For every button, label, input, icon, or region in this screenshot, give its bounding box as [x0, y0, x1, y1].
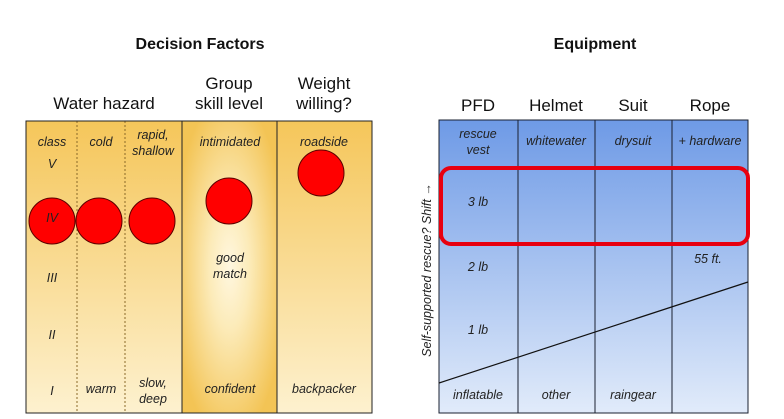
confident-label: confident [205, 382, 256, 396]
header-weight-2: willing? [295, 94, 352, 113]
header-group-1: Group [205, 74, 252, 93]
right-title: Equipment [554, 36, 637, 53]
markers [28, 149, 345, 245]
warm-label: warm [86, 382, 117, 396]
cold-label: cold [90, 135, 114, 149]
slow-label-2: deep [139, 392, 167, 406]
header-water-hazard: Water hazard [53, 94, 154, 113]
hardware-label: + hardware [679, 134, 742, 148]
rope-length: 55 ft. [694, 252, 722, 266]
class-v: V [48, 157, 58, 171]
header-pfd: PFD [461, 96, 495, 115]
header-suit: Suit [618, 96, 648, 115]
axis-label: Self-supported rescue? Shift → [420, 183, 434, 357]
whitewater-label: whitewater [526, 134, 587, 148]
highlight-box [439, 166, 750, 246]
marker-rapid [128, 197, 176, 245]
intimidated-label: intimidated [200, 135, 261, 149]
class-iii: III [47, 271, 58, 285]
class-label: class [38, 135, 66, 149]
left-frame [25, 120, 373, 414]
raingear-label: raingear [610, 388, 657, 402]
marker-group [205, 177, 253, 225]
good-match-2: match [213, 267, 247, 281]
water-hazard-column [26, 121, 182, 413]
class-iv: IV [46, 211, 59, 225]
pfd-3lb: 3 lb [468, 195, 488, 209]
header-group-2: skill level [195, 94, 263, 113]
rescue-vest-1: rescue [459, 127, 497, 141]
drysuit-label: drysuit [615, 134, 652, 148]
good-match-1: good [216, 251, 245, 265]
pfd-2lb: 2 lb [467, 260, 488, 274]
header-rope: Rope [690, 96, 731, 115]
class-i: I [50, 384, 54, 398]
rapid-label-1: rapid, [137, 128, 168, 142]
pfd-1lb: 1 lb [468, 323, 488, 337]
roadside-label: roadside [300, 135, 348, 149]
slow-label-1: slow, [139, 376, 167, 390]
header-weight-1: Weight [298, 74, 351, 93]
inflatable-label: inflatable [453, 388, 503, 402]
rapid-label-2: shallow [132, 144, 175, 158]
class-ii: II [49, 328, 56, 342]
other-label: other [542, 388, 571, 402]
header-helmet: Helmet [529, 96, 583, 115]
backpacker-label: backpacker [292, 382, 357, 396]
marker-weight [297, 149, 345, 197]
trend-line [438, 281, 749, 384]
marker-cold [75, 197, 123, 245]
marker-class [28, 197, 76, 245]
group-skill-column [182, 121, 277, 413]
rescue-vest-2: vest [467, 143, 490, 157]
left-title: Decision Factors [136, 36, 265, 53]
